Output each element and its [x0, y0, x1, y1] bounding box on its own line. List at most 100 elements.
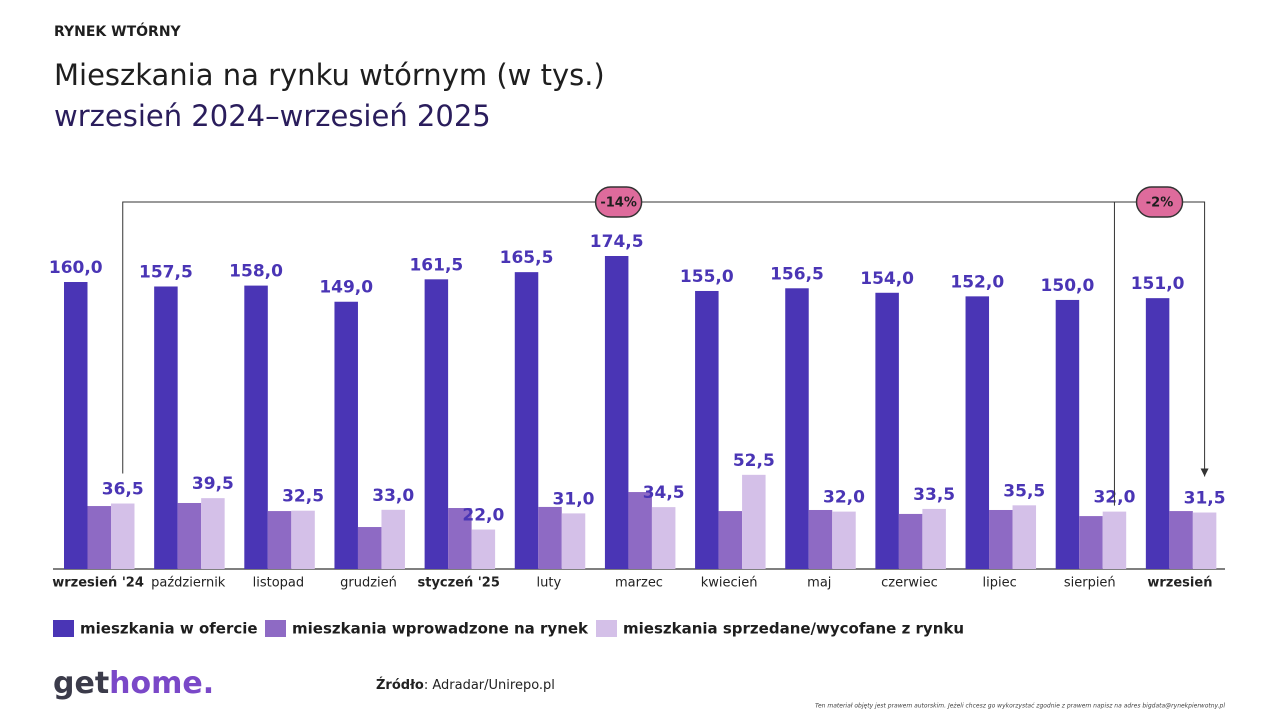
x-tick-label: maj: [807, 576, 831, 591]
bar: [471, 529, 496, 569]
value-label: 154,0: [860, 269, 914, 289]
x-tick-label: lipiec: [982, 576, 1016, 591]
bar: [87, 506, 111, 569]
bar: [832, 511, 856, 569]
value-label: 156,5: [770, 264, 824, 284]
logo-text: gethome.: [53, 666, 214, 701]
x-tick-label: wrzesień '24: [52, 576, 144, 591]
bar: [64, 282, 88, 569]
value-label: 160,0: [49, 258, 103, 278]
bar: [1012, 505, 1037, 569]
value-label: 33,5: [913, 485, 955, 505]
bar: [111, 503, 135, 569]
bar: [514, 272, 539, 569]
source-text: : Adradar/Unirepo.pl: [424, 678, 555, 693]
annotation: -14%: [600, 196, 637, 211]
source: Źródło: Adradar/Unirepo.pl: [376, 677, 555, 693]
bar: [898, 513, 923, 569]
annotation: -2%: [1146, 196, 1173, 211]
value-label: 35,5: [1003, 481, 1045, 501]
bar: [808, 509, 833, 569]
legend-label: mieszkania sprzedane/wycofane z rynku: [623, 620, 964, 638]
x-tick-label: marzec: [615, 576, 663, 591]
legend-swatch: [596, 620, 617, 637]
value-label: 150,0: [1041, 276, 1095, 296]
x-tick-label: sierpień: [1064, 576, 1116, 591]
bar: [538, 506, 562, 569]
bar: [201, 498, 225, 569]
legend-label: mieszkania w ofercie: [80, 620, 258, 638]
bar: [334, 301, 358, 569]
arrow-head: [1200, 468, 1209, 477]
bar: [604, 256, 629, 569]
value-label: 32,5: [282, 487, 324, 507]
bar: [561, 513, 586, 569]
source-label: Źródło: [376, 677, 424, 693]
value-label: 39,5: [192, 474, 234, 494]
value-label: 151,0: [1131, 274, 1185, 294]
x-tick-label: grudzień: [340, 576, 397, 591]
value-label: 174,5: [590, 232, 644, 252]
bar: [381, 509, 405, 569]
annotation-pill: [1135, 186, 1184, 218]
bar: [922, 508, 946, 569]
footnote: Ten materiał objęty jest prawem autorski…: [815, 703, 1225, 710]
bar: [875, 292, 899, 569]
x-tick-label: wrzesień: [1147, 576, 1212, 591]
value-label: 52,5: [733, 451, 775, 471]
bar: [357, 527, 382, 569]
value-label: 149,0: [319, 278, 373, 298]
value-label: 33,0: [372, 486, 414, 506]
value-label: 161,5: [409, 255, 463, 275]
annotation-pill: [594, 186, 643, 218]
value-label: 157,5: [139, 262, 193, 282]
bar: [742, 474, 766, 569]
value-label: 152,0: [950, 272, 1004, 292]
chart-subtitle: wrzesień 2024–wrzesień 2025: [54, 99, 491, 133]
bar: [989, 509, 1013, 569]
value-label: 34,5: [643, 483, 685, 503]
x-tick-label: październik: [151, 576, 226, 591]
bar: [628, 492, 652, 569]
logo-part: home.: [109, 666, 214, 701]
value-label: 36,5: [102, 480, 144, 500]
value-label: 155,0: [680, 267, 734, 287]
value-label: 31,5: [1184, 488, 1226, 508]
bar: [1079, 516, 1103, 569]
bar: [695, 290, 719, 569]
chart-title: Mieszkania na rynku wtórnym (w tys.): [54, 58, 605, 92]
bar: [785, 288, 809, 569]
x-tick-label: listopad: [253, 576, 305, 591]
bar: [718, 511, 743, 569]
header: RYNEK WTÓRNY: [54, 22, 182, 40]
x-tick-label: styczeń '25: [418, 576, 500, 591]
bar: [244, 285, 268, 569]
x-tick-label: kwiecień: [701, 576, 758, 591]
bar: [448, 508, 472, 569]
bar: [651, 507, 676, 569]
bar: [1192, 512, 1217, 569]
bar: [177, 502, 202, 569]
bar: [1169, 511, 1193, 569]
value-label: 32,0: [823, 488, 865, 508]
legend-label: mieszkania wprowadzone na rynek: [292, 620, 589, 638]
bracket: [122, 201, 1206, 477]
x-tick-label: luty: [537, 576, 562, 591]
legend-swatch: [53, 620, 74, 637]
x-tick-label: czerwiec: [881, 576, 938, 591]
bar: [291, 510, 315, 569]
bar: [1145, 298, 1170, 569]
bar: [1102, 511, 1127, 569]
logo: gethome.: [53, 666, 214, 701]
bar: [965, 296, 990, 569]
bar: [1055, 299, 1080, 569]
legend-swatch: [265, 620, 286, 637]
value-label: 22,0: [462, 506, 504, 526]
bar: [267, 511, 292, 569]
logo-part: get: [53, 666, 109, 701]
value-label: 165,5: [500, 248, 554, 268]
value-label: 31,0: [553, 489, 595, 509]
value-label: 158,0: [229, 262, 283, 282]
bar: [424, 279, 449, 569]
